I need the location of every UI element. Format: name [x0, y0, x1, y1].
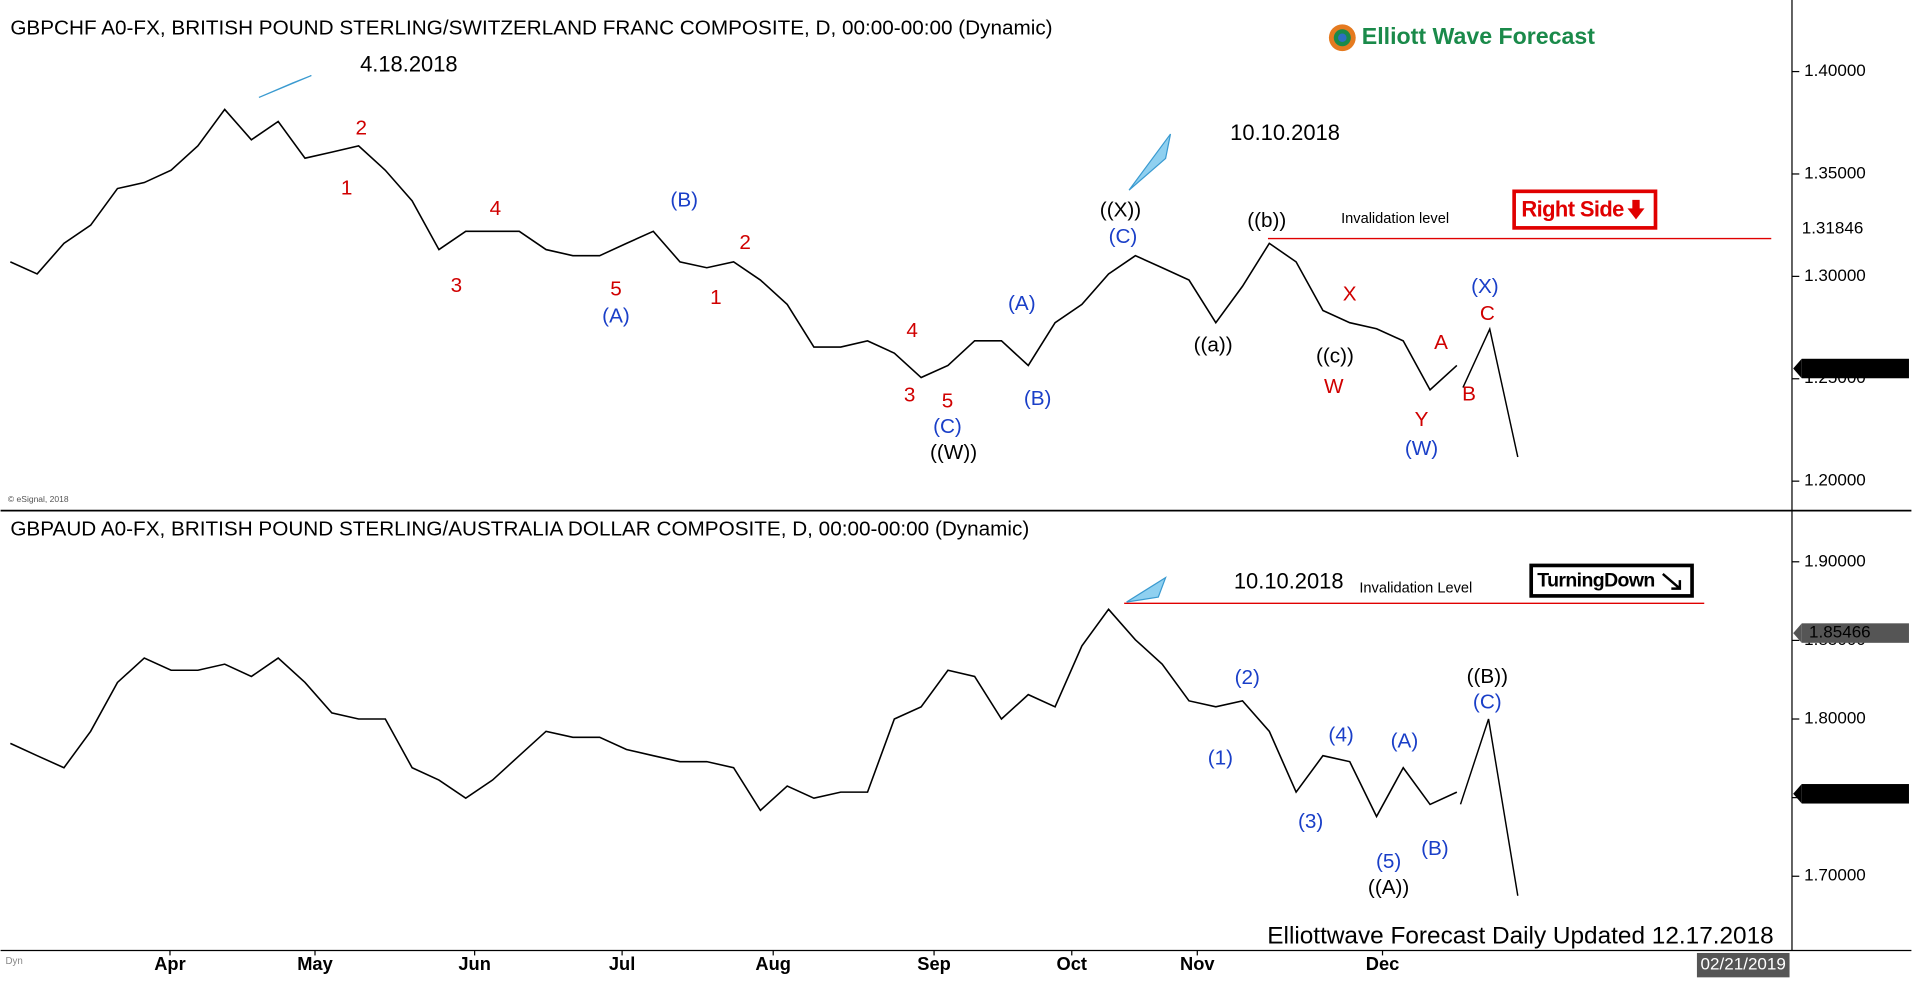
- wave-label: (B): [1421, 837, 1449, 860]
- wave-label: (C): [933, 415, 962, 438]
- wave-label: 2: [739, 231, 751, 254]
- price-tag-box: [1801, 358, 1909, 379]
- wave-label: (A): [602, 304, 630, 327]
- date-stamp: 02/21/2019: [1701, 955, 1786, 974]
- chart-title: GBPCHF A0-FX, BRITISH POUND STERLING/SWI…: [10, 17, 1052, 40]
- x-tick-label: Jul: [609, 953, 635, 974]
- price-tag-pointer: [1793, 358, 1802, 379]
- wave-label: A: [1434, 331, 1448, 354]
- wave-label: 5: [610, 278, 622, 301]
- badge-text: TurningDown: [1537, 569, 1654, 591]
- badge: Right Side: [1512, 189, 1658, 230]
- wave-label: (C): [1109, 225, 1138, 248]
- wave-label: 4: [906, 319, 918, 342]
- invalidation-label: Invalidation Level: [1359, 580, 1472, 596]
- wave-label: (5): [1376, 850, 1401, 873]
- price-tag: 1.75244: [1809, 783, 1871, 802]
- callout: [1126, 576, 1167, 603]
- wave-label: (A): [1008, 292, 1036, 315]
- x-tick-label: Jun: [458, 953, 490, 974]
- price-tag-box: [1801, 623, 1909, 643]
- badge: TurningDown: [1529, 563, 1694, 598]
- wave-label: ((A)): [1368, 876, 1409, 899]
- price-tag-pointer: [1793, 784, 1802, 804]
- wave-label: 3: [451, 274, 463, 297]
- wave-label: (C): [1473, 691, 1502, 714]
- wave-label: Y: [1415, 408, 1429, 431]
- wave-label: (4): [1328, 724, 1353, 747]
- wave-label: 4: [490, 197, 502, 220]
- wave-label: 2: [356, 117, 368, 140]
- logo-icon: [1338, 33, 1347, 43]
- wave-label: (W): [1405, 437, 1438, 460]
- logo-text: Elliott Wave Forecast: [1362, 23, 1595, 49]
- wave-label: 10.10.2018: [1234, 568, 1344, 593]
- wave-label: ((a)): [1194, 334, 1233, 357]
- wave-label: ((b)): [1247, 209, 1286, 232]
- wave-label: C: [1480, 302, 1495, 325]
- wave-label: 4.18.2018: [360, 52, 458, 77]
- time-axis: [0, 951, 1912, 981]
- wave-label: ((W)): [930, 441, 977, 464]
- y-tick-label: 1.80000: [1804, 709, 1866, 728]
- invalidation-value: 1.31846: [1802, 218, 1864, 237]
- wave-label: 10.10.2018: [1230, 120, 1340, 145]
- price-tag: 1.85466: [1809, 623, 1871, 642]
- wave-label: B: [1462, 382, 1476, 405]
- wave-label: (1): [1208, 747, 1233, 770]
- price-line: [10, 108, 1458, 392]
- y-tick-label: 1.20000: [1804, 471, 1866, 490]
- wave-label: (A): [1391, 730, 1419, 753]
- date-stamp-box: [1696, 952, 1790, 978]
- wave-label: 1: [341, 176, 353, 199]
- copyright: © eSignal, 2018: [8, 494, 69, 504]
- price-tag-box: [1801, 784, 1909, 804]
- x-tick-label: Sep: [917, 953, 951, 974]
- badge-box: [1512, 189, 1658, 230]
- wave-label: (B): [670, 189, 698, 212]
- invalidation-label: Invalidation level: [1341, 211, 1449, 227]
- y-tick-label: 1.90000: [1804, 551, 1866, 570]
- projection: [1462, 326, 1519, 458]
- wave-label: W: [1324, 375, 1344, 398]
- wave-label: ((X)): [1100, 198, 1141, 221]
- wave-label: X: [1343, 282, 1357, 305]
- corner-label: Dyn: [5, 956, 22, 967]
- callout: [258, 74, 312, 99]
- projection: [1459, 718, 1519, 896]
- wave-label: 1: [710, 286, 722, 309]
- x-tick-label: Nov: [1180, 953, 1215, 974]
- badge-arrow: [1627, 199, 1645, 220]
- footer: Elliottwave Forecast Daily Updated 12.17…: [1267, 923, 1773, 950]
- wave-label: (2): [1235, 666, 1260, 689]
- x-tick-label: Dec: [1366, 953, 1400, 974]
- logo: Elliott Wave Forecast: [1328, 23, 1595, 52]
- wave-label: ((c)): [1316, 345, 1354, 368]
- wave-label: (B): [1024, 387, 1052, 410]
- wave-label: (3): [1298, 810, 1323, 833]
- x-tick-label: Oct: [1057, 953, 1087, 974]
- wave-label: (X): [1471, 275, 1499, 298]
- chart-title: GBPAUD A0-FX, BRITISH POUND STERLING/AUS…: [10, 518, 1029, 541]
- price-tag: 1.25500: [1809, 358, 1871, 377]
- y-tick-label: 1.30000: [1804, 266, 1866, 285]
- badge-text: Right Side: [1521, 197, 1624, 222]
- callout: [1128, 133, 1172, 191]
- badge-arrow: [1662, 573, 1682, 590]
- wave-label: ((B)): [1467, 665, 1508, 688]
- y-tick-label: 1.40000: [1804, 61, 1866, 80]
- price-tag-pointer: [1793, 623, 1802, 643]
- wave-label: 3: [904, 384, 916, 407]
- y-tick-label: 1.35000: [1804, 163, 1866, 182]
- x-tick-label: Apr: [154, 953, 185, 974]
- x-tick-label: Aug: [755, 953, 791, 974]
- wave-label: 5: [942, 390, 954, 413]
- price-line: [10, 608, 1458, 819]
- badge-box: [1529, 563, 1694, 598]
- y-tick-label: 1.70000: [1804, 866, 1866, 885]
- x-tick-label: May: [297, 953, 333, 974]
